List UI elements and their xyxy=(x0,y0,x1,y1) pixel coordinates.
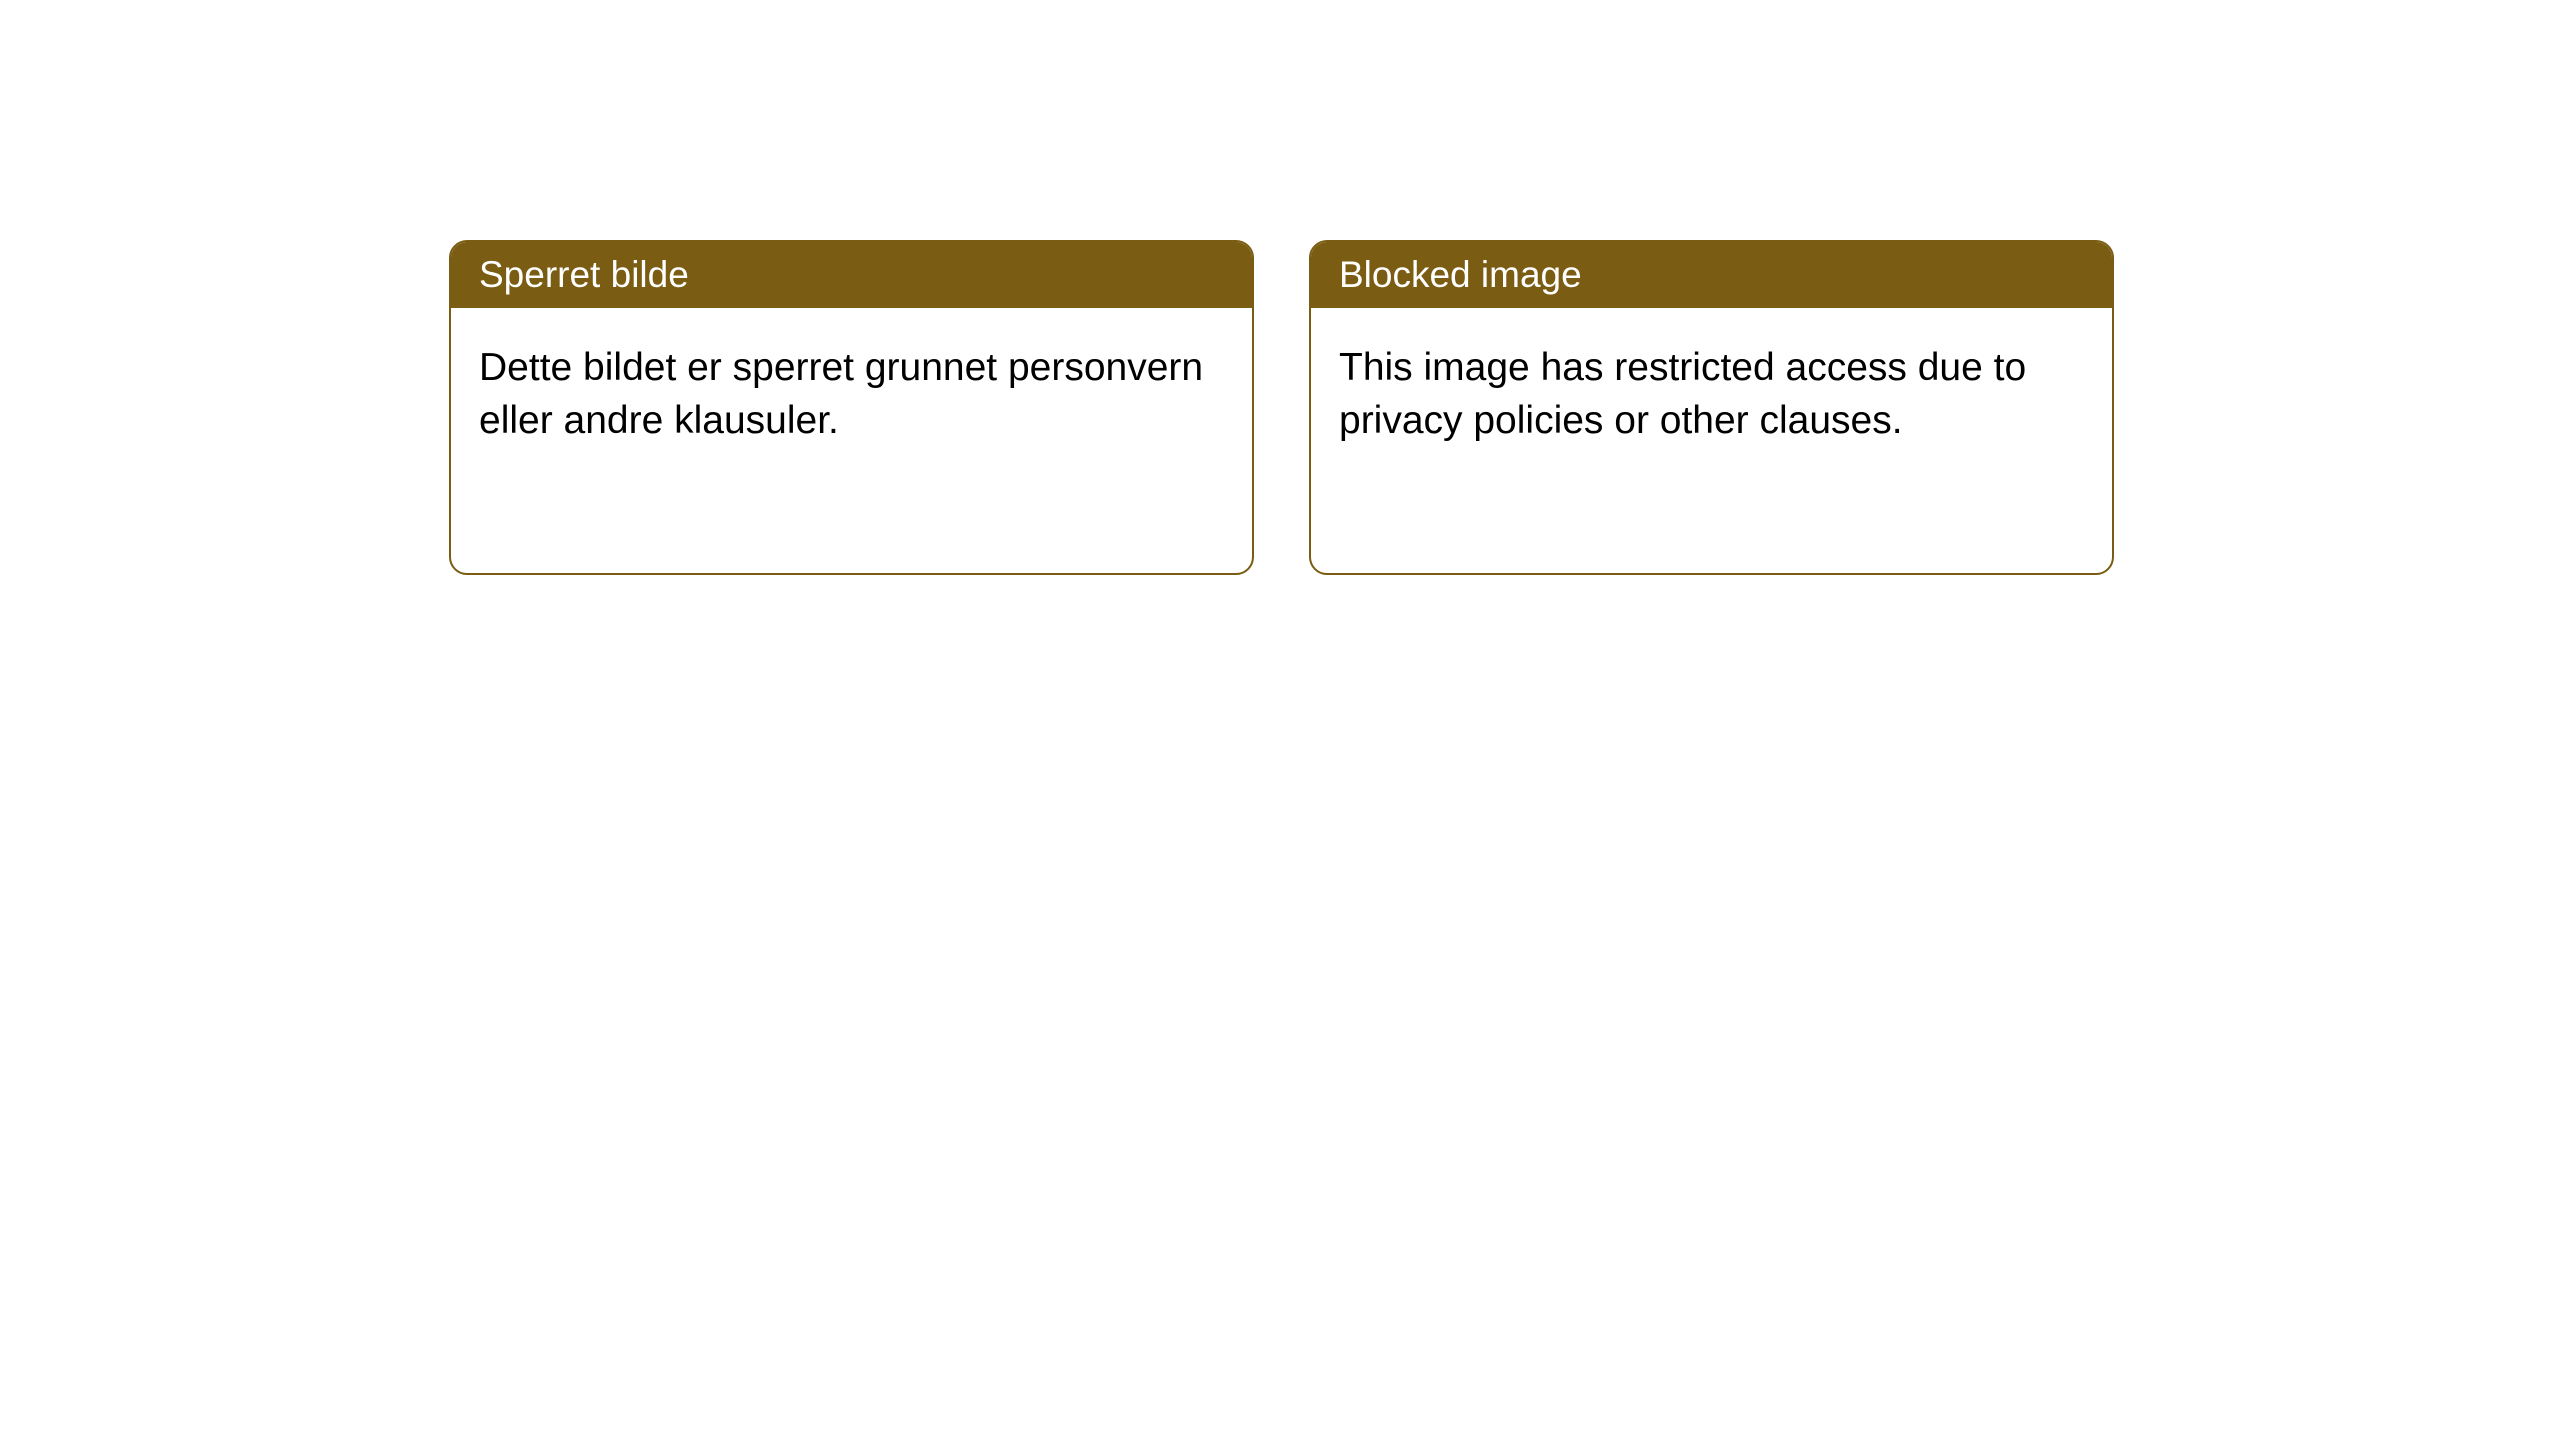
card-body: This image has restricted access due to … xyxy=(1311,308,2112,481)
card-title: Blocked image xyxy=(1339,254,1582,295)
card-body: Dette bildet er sperret grunnet personve… xyxy=(451,308,1252,481)
blocked-image-card-en: Blocked image This image has restricted … xyxy=(1309,240,2114,575)
card-body-text: Dette bildet er sperret grunnet personve… xyxy=(479,346,1203,442)
card-title: Sperret bilde xyxy=(479,254,689,295)
card-body-text: This image has restricted access due to … xyxy=(1339,346,2026,442)
notice-container: Sperret bilde Dette bildet er sperret gr… xyxy=(449,240,2114,575)
card-header: Sperret bilde xyxy=(451,242,1252,308)
card-header: Blocked image xyxy=(1311,242,2112,308)
blocked-image-card-no: Sperret bilde Dette bildet er sperret gr… xyxy=(449,240,1254,575)
